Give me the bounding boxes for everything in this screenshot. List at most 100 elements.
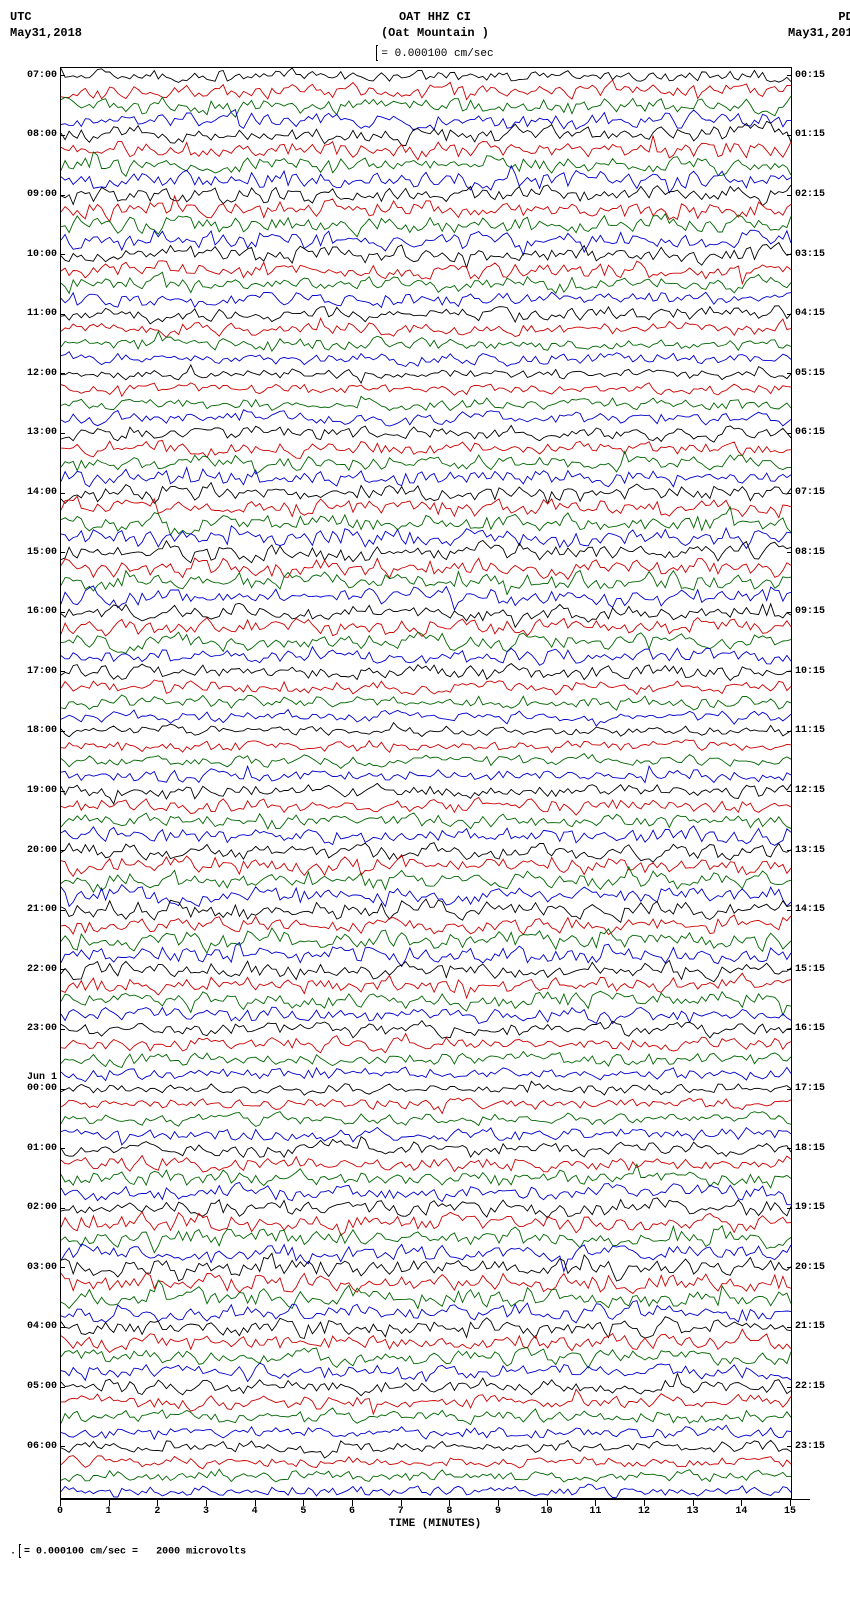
pdt-tick xyxy=(787,671,791,672)
pdt-tick xyxy=(787,1089,791,1090)
x-tick-label: 2 xyxy=(154,1506,160,1517)
utc-tick xyxy=(61,1267,65,1268)
pdt-tick xyxy=(787,1267,791,1268)
footer-prefix: = 0.000100 cm/sec = xyxy=(24,1547,138,1558)
pdt-hour-label: 12:15 xyxy=(795,786,825,796)
utc-hour-label: 02:00 xyxy=(27,1203,57,1213)
utc-hour-label: 05:00 xyxy=(27,1382,57,1392)
x-axis-title: TIME (MINUTES) xyxy=(389,1518,481,1530)
pdt-hour-label: 03:15 xyxy=(795,250,825,260)
pdt-hour-label: 22:15 xyxy=(795,1382,825,1392)
utc-date-label: May31,2018 xyxy=(10,26,90,42)
x-tick-label: 4 xyxy=(252,1506,258,1517)
pdt-tick xyxy=(787,1148,791,1149)
pdt-tick xyxy=(787,254,791,255)
utc-hour-label: 01:00 xyxy=(27,1144,57,1154)
pdt-hour-label: 08:15 xyxy=(795,548,825,558)
utc-hour-label: 08:00 xyxy=(27,130,57,140)
x-tick-label: 11 xyxy=(589,1506,601,1517)
x-tick-label: 13 xyxy=(687,1506,699,1517)
pdt-hour-label: 11:15 xyxy=(795,726,825,736)
station-code: OAT HHZ CI xyxy=(90,10,780,26)
pdt-tick xyxy=(787,552,791,553)
utc-tick xyxy=(61,373,65,374)
pdt-hour-label: 04:15 xyxy=(795,309,825,319)
utc-tick xyxy=(61,1208,65,1209)
utc-tick xyxy=(61,1446,65,1447)
pdt-tick xyxy=(787,75,791,76)
pdt-hour-label: 21:15 xyxy=(795,1322,825,1332)
utc-hour-label: 10:00 xyxy=(27,250,57,260)
x-axis: TIME (MINUTES) 0123456789101112131415 xyxy=(60,1499,810,1530)
utc-hour-label: 09:00 xyxy=(27,190,57,200)
pdt-axis-labels: 00:1501:1502:1503:1504:1505:1506:1507:15… xyxy=(793,68,841,1498)
pdt-tick xyxy=(787,791,791,792)
scale-text: = 0.000100 cm/sec xyxy=(381,48,493,60)
pdt-tick xyxy=(787,1327,791,1328)
utc-tick xyxy=(61,254,65,255)
pdt-hour-label: 15:15 xyxy=(795,965,825,975)
x-tick-label: 15 xyxy=(784,1506,796,1517)
pdt-tick xyxy=(787,1446,791,1447)
pdt-hour-label: 02:15 xyxy=(795,190,825,200)
pdt-hour-label: 13:15 xyxy=(795,846,825,856)
footer-suffix: 2000 microvolts xyxy=(156,1547,246,1558)
station-name: (Oat Mountain ) xyxy=(90,26,780,42)
utc-tick xyxy=(61,1327,65,1328)
utc-hour-label: 03:00 xyxy=(27,1263,57,1273)
pdt-tick xyxy=(787,969,791,970)
utc-tz-label: UTC xyxy=(10,10,90,26)
utc-tick xyxy=(61,1029,65,1030)
utc-tick xyxy=(61,612,65,613)
x-tick-label: 6 xyxy=(349,1506,355,1517)
pdt-hour-label: 19:15 xyxy=(795,1203,825,1213)
header-center: OAT HHZ CI (Oat Mountain ) = 0.000100 cm… xyxy=(90,10,780,61)
pdt-hour-label: 14:15 xyxy=(795,905,825,915)
scale-indicator: = 0.000100 cm/sec xyxy=(90,45,780,61)
utc-hour-label: 07:00 xyxy=(27,71,57,81)
pdt-hour-label: 07:15 xyxy=(795,488,825,498)
pdt-tick xyxy=(787,373,791,374)
utc-tick xyxy=(61,969,65,970)
pdt-hour-label: 01:15 xyxy=(795,130,825,140)
utc-day-label: Jun 1 xyxy=(27,1073,57,1083)
pdt-hour-label: 06:15 xyxy=(795,428,825,438)
utc-tick xyxy=(61,135,65,136)
utc-hour-label: 16:00 xyxy=(27,607,57,617)
utc-axis-labels: 07:0008:0009:0010:0011:0012:0013:0014:00… xyxy=(11,68,59,1498)
utc-tick xyxy=(61,552,65,553)
x-tick-label: 14 xyxy=(735,1506,747,1517)
pdt-hour-label: 23:15 xyxy=(795,1442,825,1452)
utc-tick xyxy=(61,1089,65,1090)
utc-tick xyxy=(61,493,65,494)
x-tick-label: 0 xyxy=(57,1506,63,1517)
utc-hour-label: 23:00 xyxy=(27,1024,57,1034)
header-right: PDT May31,2018 xyxy=(780,10,850,41)
x-tick-label: 3 xyxy=(203,1506,209,1517)
pdt-tick xyxy=(787,195,791,196)
utc-hour-label: 14:00 xyxy=(27,488,57,498)
x-tick-label: 5 xyxy=(300,1506,306,1517)
utc-tick xyxy=(61,1387,65,1388)
utc-tick xyxy=(61,314,65,315)
x-tick-label: 7 xyxy=(398,1506,404,1517)
header: UTC May31,2018 OAT HHZ CI (Oat Mountain … xyxy=(10,10,850,61)
utc-hour-label: 19:00 xyxy=(27,786,57,796)
utc-tick xyxy=(61,1148,65,1149)
x-tick-label: 8 xyxy=(446,1506,452,1517)
trace-line xyxy=(61,1467,791,1498)
pdt-hour-label: 05:15 xyxy=(795,369,825,379)
x-tick-label: 10 xyxy=(541,1506,553,1517)
pdt-tick xyxy=(787,1208,791,1209)
pdt-tick xyxy=(787,850,791,851)
pdt-tick xyxy=(787,493,791,494)
utc-tick xyxy=(61,671,65,672)
utc-hour-label: 18:00 xyxy=(27,726,57,736)
pdt-hour-label: 16:15 xyxy=(795,1024,825,1034)
pdt-hour-label: 09:15 xyxy=(795,607,825,617)
x-tick-label: 12 xyxy=(638,1506,650,1517)
pdt-hour-label: 18:15 xyxy=(795,1144,825,1154)
footer-scale: .= 0.000100 cm/sec = 2000 microvolts xyxy=(10,1544,850,1558)
pdt-tick xyxy=(787,433,791,434)
utc-hour-label: 06:00 xyxy=(27,1442,57,1452)
